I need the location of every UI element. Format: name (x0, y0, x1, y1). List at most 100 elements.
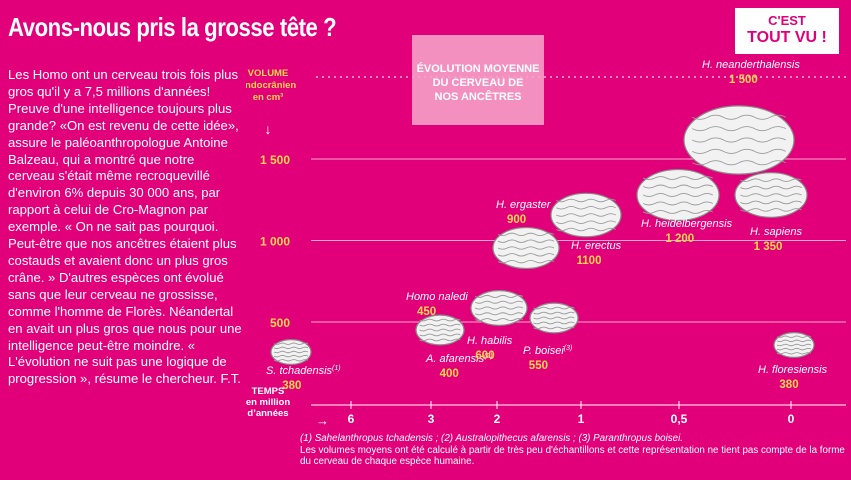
brain-fold (556, 227, 616, 232)
badge-line-2: TOUT VU ! (747, 29, 827, 46)
brain-fold (692, 114, 786, 120)
x-tick-label: 0 (788, 412, 795, 426)
brain-fold (556, 220, 616, 224)
brain-fold (533, 306, 575, 310)
species-label: H. erectus (571, 240, 622, 252)
brain-fold (419, 323, 461, 327)
brain-fold (474, 318, 524, 322)
value-label: 450 (417, 306, 436, 318)
brain-fold (273, 346, 309, 350)
brain-icon (492, 226, 560, 270)
x-tick-label: 1 (578, 412, 585, 426)
y-tick-label: 500 (270, 316, 290, 330)
y-tick-label: 1 000 (260, 235, 290, 249)
brain-icon (470, 290, 528, 326)
brain-fold (642, 176, 714, 181)
brain-icon (636, 168, 720, 222)
value-label: 550 (529, 360, 548, 372)
brain-fold (740, 193, 802, 197)
chart-title-box (412, 35, 544, 125)
brain-fold (497, 253, 555, 257)
brain-fold (740, 208, 802, 212)
brain-fold (692, 137, 786, 143)
species-label: H. neanderthalensis (702, 59, 800, 71)
brain-fold (776, 352, 812, 355)
brain-fold (273, 354, 309, 358)
y-axis-arrow: ↓ (265, 121, 272, 137)
brain-fold (497, 259, 555, 264)
value-label: 900 (507, 214, 526, 226)
species-label: H. ergaster (496, 199, 552, 211)
value-label: 600 (475, 350, 494, 362)
article-signature: F.T. (220, 371, 241, 387)
brain-fold (273, 342, 309, 345)
badge-line-1: C'EST (768, 13, 806, 28)
brain-volume-chart: 1 500 1 000 500 VOLUMEendocrânienen cm³ ↓ TEM… (246, 35, 846, 428)
brain-fold (642, 193, 714, 197)
brain-fold (556, 206, 616, 210)
species-label: H. heidelbergensis (641, 218, 733, 230)
value-label: 380 (779, 379, 798, 391)
footnote-species: (1) Sahelanthropus tchadensis ; (2) Aust… (300, 433, 684, 444)
brain-fold (474, 294, 524, 298)
brain-fold (273, 359, 309, 362)
brain-fold (642, 209, 714, 214)
brain-fold (533, 311, 575, 315)
x-axis-title: TEMPS en million d’années (246, 386, 290, 419)
brain-fold (556, 213, 616, 217)
y-tick-label: 1 500 (260, 153, 290, 167)
brain-fold (740, 200, 802, 205)
brain-fold (474, 312, 524, 316)
brain-fold (692, 148, 786, 154)
article-text: Les Homo ont un cerveau trois fois plus … (8, 67, 242, 387)
brain-fold (497, 232, 555, 237)
brain-icon (529, 302, 579, 334)
x-tick-label: 2 (494, 412, 501, 426)
species-label: Homo naledi (406, 291, 468, 303)
brain-fold (556, 198, 616, 203)
value-label: 1100 (577, 255, 602, 267)
species-label: P. boisei(3) (523, 345, 572, 357)
species-label: H. floresiensis (758, 364, 828, 376)
species-label: H. habilis (467, 335, 513, 347)
x-tick-label: 0,5 (671, 412, 688, 426)
brain-fold (273, 350, 309, 354)
badge: C'EST TOUT VU ! (733, 6, 841, 56)
brain-fold (642, 201, 714, 206)
brain-fold (419, 328, 461, 332)
brain-icon (415, 314, 465, 346)
article: Les Homo ont un cerveau trois fois plus … (8, 67, 243, 388)
value-label: 1 200 (665, 233, 694, 245)
brain-fold (419, 333, 461, 337)
species-label: A. afarensis(2) (425, 353, 493, 365)
brain-fold (497, 239, 555, 243)
brain-icon (734, 172, 808, 218)
brain-fold (497, 246, 555, 250)
value-label: 1 500 (729, 74, 758, 86)
brain-fold (776, 339, 812, 343)
brain-fold (776, 335, 812, 338)
brain-fold (533, 326, 575, 330)
brain-icon (550, 192, 622, 238)
brain-icon (683, 105, 795, 175)
brain-fold (740, 185, 802, 190)
value-label: 380 (282, 380, 301, 392)
value-label: 1 350 (754, 241, 783, 253)
brain-icon (773, 332, 815, 359)
species-label: H. sapiens (750, 226, 802, 238)
page-title: Avons-nous pris la grosse tête ? (8, 12, 337, 42)
brain-fold (474, 300, 524, 304)
brain-fold (419, 318, 461, 322)
x-tick-label: 6 (348, 412, 355, 426)
brain-fold (740, 178, 802, 182)
footnote-caveat: Les volumes moyens ont été calculé à par… (300, 444, 845, 468)
value-label: 400 (440, 368, 459, 380)
brain-fold (776, 343, 812, 347)
brain-fold (474, 306, 524, 310)
y-axis-title: VOLUMEendocrânienen cm³ (246, 68, 296, 103)
brain-fold (533, 316, 575, 320)
x-tick-label: 3 (428, 412, 435, 426)
brain-fold (692, 160, 786, 166)
chart-title: ÉVOLUTION MOYENNE DU CERVEAU DE NOS ANCÊTR… (417, 62, 540, 103)
species-label: S. tchadensis(1) (266, 365, 341, 377)
